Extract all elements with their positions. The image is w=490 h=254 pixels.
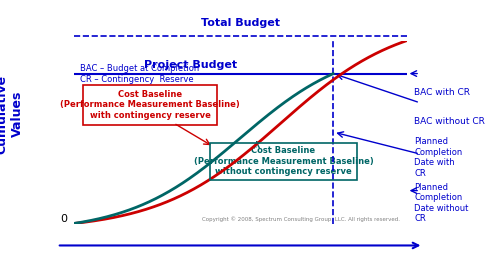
Text: Cost Baseline
(Performance Measurement Baseline)
without contingency reserve: Cost Baseline (Performance Measurement B… [194,147,373,176]
Text: BAC without CR: BAC without CR [414,117,485,126]
Text: Cost Baseline
(Performance Measurement Baseline)
with contingency reserve: Cost Baseline (Performance Measurement B… [60,90,240,120]
Text: Planned
Completion
Date without
CR: Planned Completion Date without CR [414,183,468,223]
Text: BAC with CR: BAC with CR [414,88,470,97]
Text: Project Budget: Project Budget [144,60,237,70]
Text: Planned
Completion
Date with
CR: Planned Completion Date with CR [414,137,462,178]
Text: Cumulative
Values: Cumulative Values [0,75,24,154]
Text: BAC – Budget at Completion
CR – Contingency  Reserve: BAC – Budget at Completion CR – Continge… [80,65,199,84]
Text: 0: 0 [60,214,67,224]
Text: Copyright © 2008, Spectrum Consulting Group, LLC. All rights reserved.: Copyright © 2008, Spectrum Consulting Gr… [202,216,400,222]
Text: Total Budget: Total Budget [200,18,280,28]
